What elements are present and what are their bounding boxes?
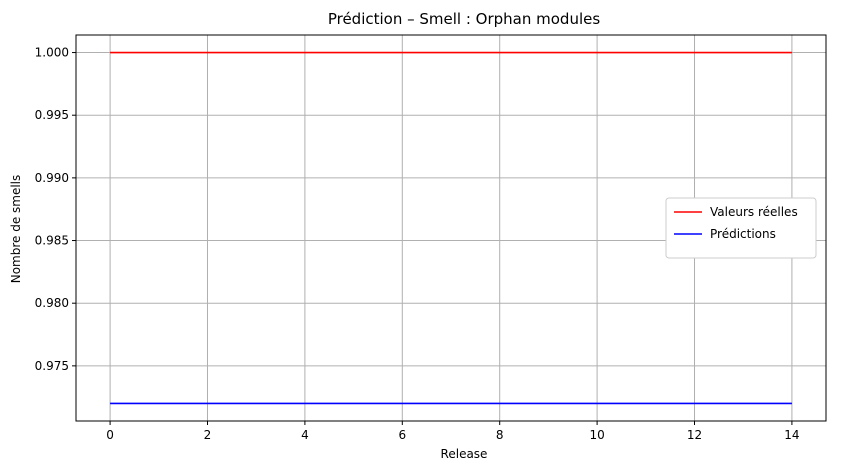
- legend-label: Valeurs réelles: [710, 205, 798, 219]
- x-tick-label: 0: [106, 428, 114, 442]
- x-axis-label: Release: [441, 447, 488, 461]
- legend: Valeurs réelles Prédictions: [665, 197, 817, 259]
- x-tick-label: 10: [589, 428, 604, 442]
- x-tick-label: 8: [496, 428, 504, 442]
- y-tick-label: 1.000: [35, 46, 69, 60]
- y-tick-label: 0.975: [35, 359, 69, 373]
- x-tick-label: 2: [204, 428, 212, 442]
- x-tick-label: 12: [687, 428, 702, 442]
- y-axis-label: Nombre de smells: [9, 175, 23, 284]
- plot-area-frame: [75, 34, 827, 422]
- y-axis-ticks: 0.975 0.980 0.985 0.990 0.995 1.000: [35, 46, 76, 373]
- y-tick-label: 0.980: [35, 296, 69, 310]
- legend-label: Prédictions: [710, 227, 776, 241]
- chart-title: Prédiction – Smell : Orphan modules: [328, 10, 601, 28]
- x-tick-label: 14: [784, 428, 799, 442]
- series-lines: [110, 51, 792, 405]
- legend-box: [665, 197, 817, 259]
- y-tick-label: 0.985: [35, 234, 69, 248]
- y-tick-label: 0.990: [35, 171, 69, 185]
- x-tick-label: 4: [301, 428, 309, 442]
- x-tick-label: 6: [398, 428, 406, 442]
- y-tick-label: 0.995: [35, 108, 69, 122]
- x-axis-ticks: 0 2 4 6 8 10 12 14: [106, 421, 800, 442]
